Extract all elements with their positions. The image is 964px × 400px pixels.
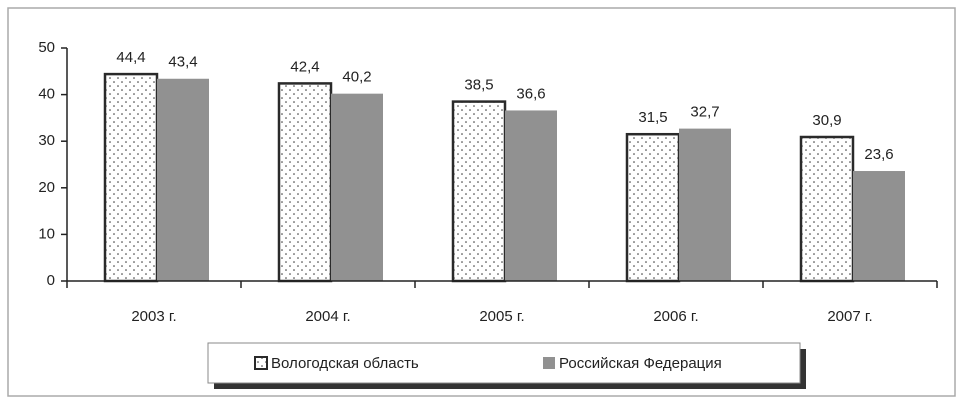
bar — [451, 100, 507, 283]
value-label: 43,4 — [168, 54, 197, 71]
bar — [277, 82, 333, 283]
value-label: 44,4 — [116, 49, 145, 66]
legend-swatch — [543, 357, 555, 369]
value-label: 38,5 — [464, 77, 493, 94]
y-tick-label: 0 — [47, 272, 55, 289]
value-label: 30,9 — [812, 112, 841, 129]
legend — [207, 342, 801, 384]
x-tick-label: 2006 г. — [653, 308, 698, 325]
y-tick-label: 30 — [38, 132, 55, 149]
value-label: 23,6 — [864, 146, 893, 163]
bar — [103, 72, 159, 283]
bar — [157, 78, 209, 281]
bar — [679, 128, 731, 281]
legend-label: Российская Федерация — [559, 355, 722, 372]
frame — [7, 7, 956, 397]
legend-label: Вологодская область — [271, 355, 419, 372]
y-tick-label: 50 — [38, 39, 55, 56]
value-label: 32,7 — [690, 104, 719, 121]
bar — [625, 132, 681, 283]
y-tick-label: 40 — [38, 86, 55, 103]
x-tick-label: 2005 г. — [479, 308, 524, 325]
bar — [505, 110, 557, 281]
value-label: 42,4 — [290, 58, 319, 75]
value-label: 36,6 — [516, 85, 545, 102]
bar — [331, 93, 383, 281]
value-label: 31,5 — [638, 109, 667, 126]
legend-swatch — [254, 356, 268, 370]
bar — [853, 171, 905, 281]
y-tick-label: 20 — [38, 179, 55, 196]
value-label: 40,2 — [342, 69, 371, 86]
y-tick-label: 10 — [38, 225, 55, 242]
x-tick-label: 2003 г. — [131, 308, 176, 325]
x-tick-label: 2007 г. — [827, 308, 872, 325]
bar — [799, 135, 855, 283]
x-tick-label: 2004 г. — [305, 308, 350, 325]
